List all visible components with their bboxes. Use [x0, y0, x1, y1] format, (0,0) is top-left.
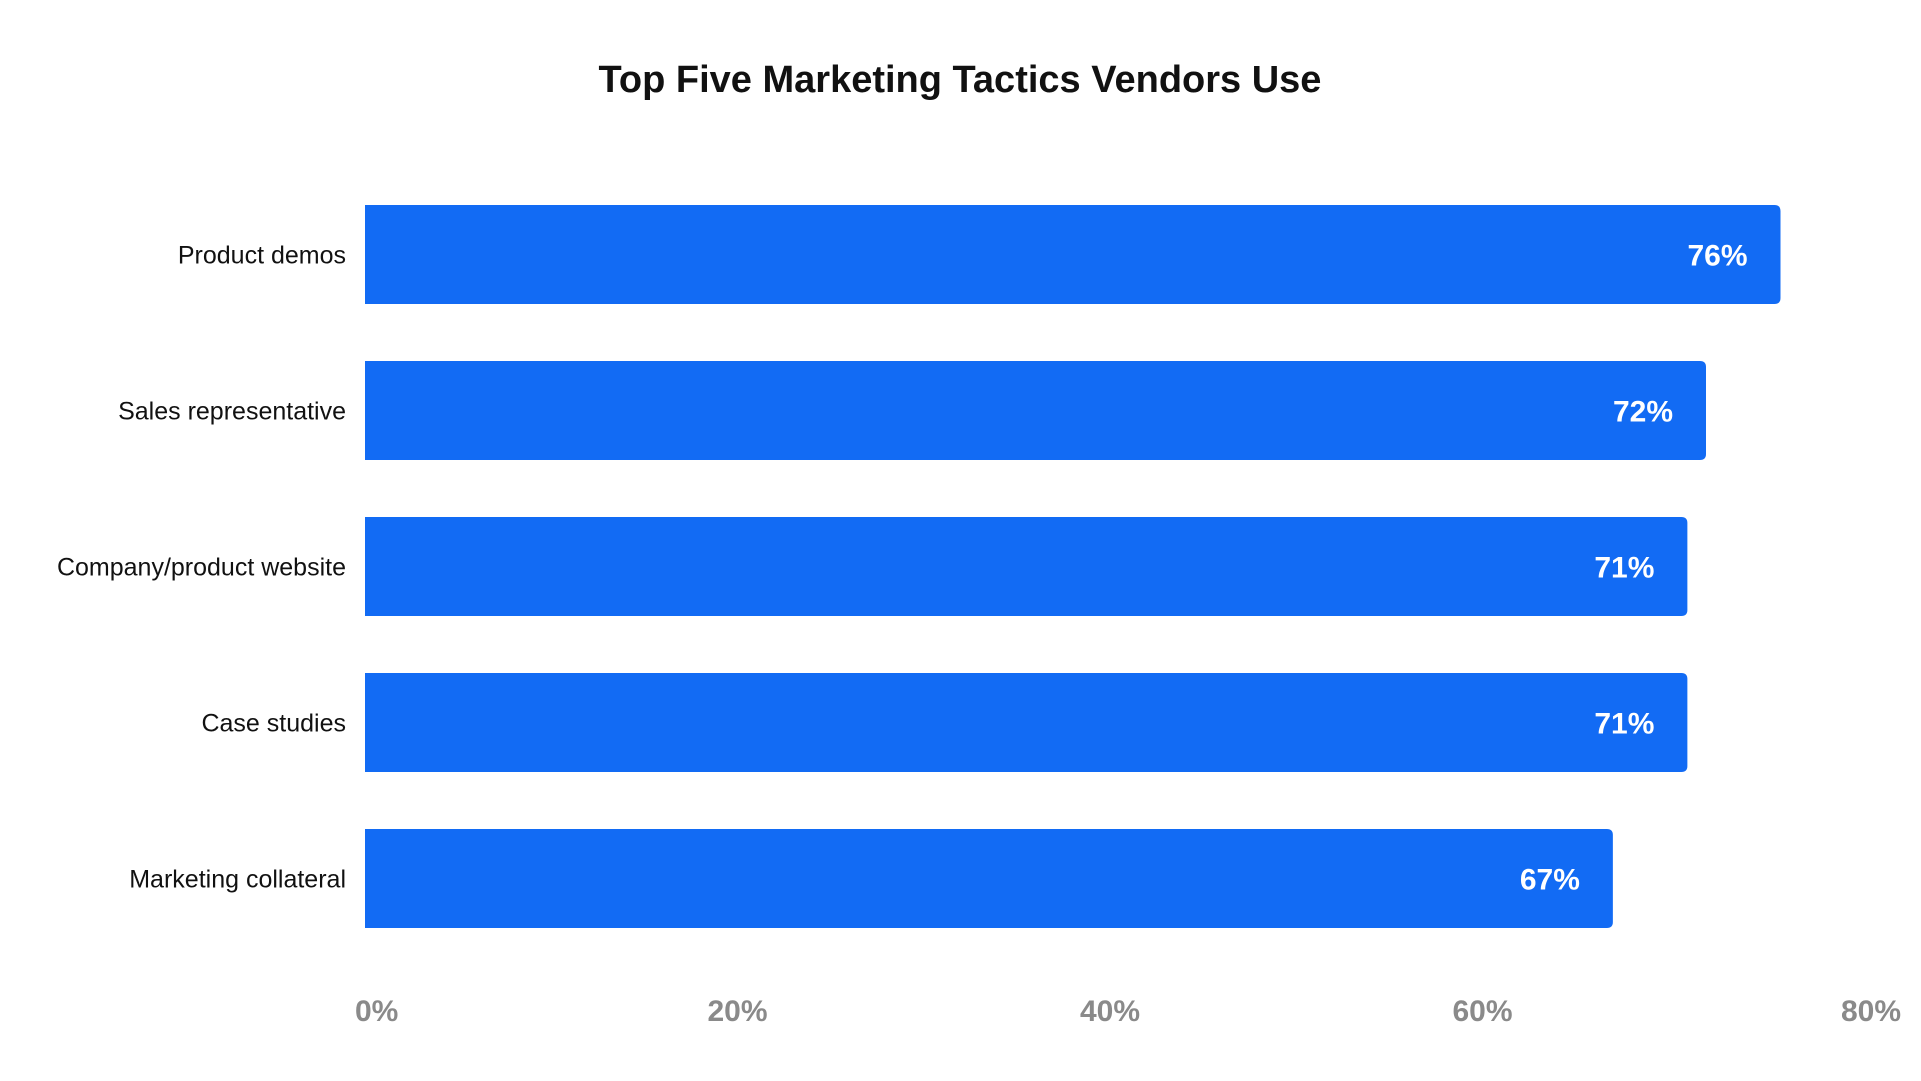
chart-title: Top Five Marketing Tactics Vendors Use: [599, 59, 1322, 101]
category-label-case-studies: Case studies: [201, 710, 346, 738]
category-label-sales-representative: Sales representative: [118, 398, 346, 426]
x-tick-label-80: 80%: [1841, 995, 1901, 1028]
value-labels-group: 76% 72% 71% 71% 67%: [1520, 240, 1748, 897]
value-label-sales-representative: 72%: [1613, 396, 1673, 429]
bars-group: [365, 205, 1781, 928]
value-label-case-studies: 71%: [1594, 708, 1654, 741]
category-label-company-product-website: Company/product website: [57, 554, 346, 582]
x-tick-label-0: 0%: [355, 995, 398, 1028]
bar-product-demos: [365, 205, 1781, 304]
value-label-product-demos: 76%: [1687, 240, 1747, 273]
value-label-company-product-website: 71%: [1594, 552, 1654, 585]
bar-marketing-collateral: [365, 829, 1613, 928]
bar-sales-representative: [365, 361, 1706, 460]
bar-case-studies: [365, 673, 1688, 772]
x-tick-label-60: 60%: [1452, 995, 1512, 1028]
category-label-marketing-collateral: Marketing collateral: [129, 866, 346, 894]
bar-company-product-website: [365, 517, 1688, 616]
x-tick-label-40: 40%: [1080, 995, 1140, 1028]
category-labels-group: Product demos Sales representative Company…: [57, 242, 346, 894]
category-label-product-demos: Product demos: [178, 242, 346, 270]
x-tick-label-20: 20%: [707, 995, 767, 1028]
value-label-marketing-collateral: 67%: [1520, 864, 1580, 897]
x-axis-ticks-group: 0% 20% 40% 60% 80%: [355, 995, 1901, 1028]
